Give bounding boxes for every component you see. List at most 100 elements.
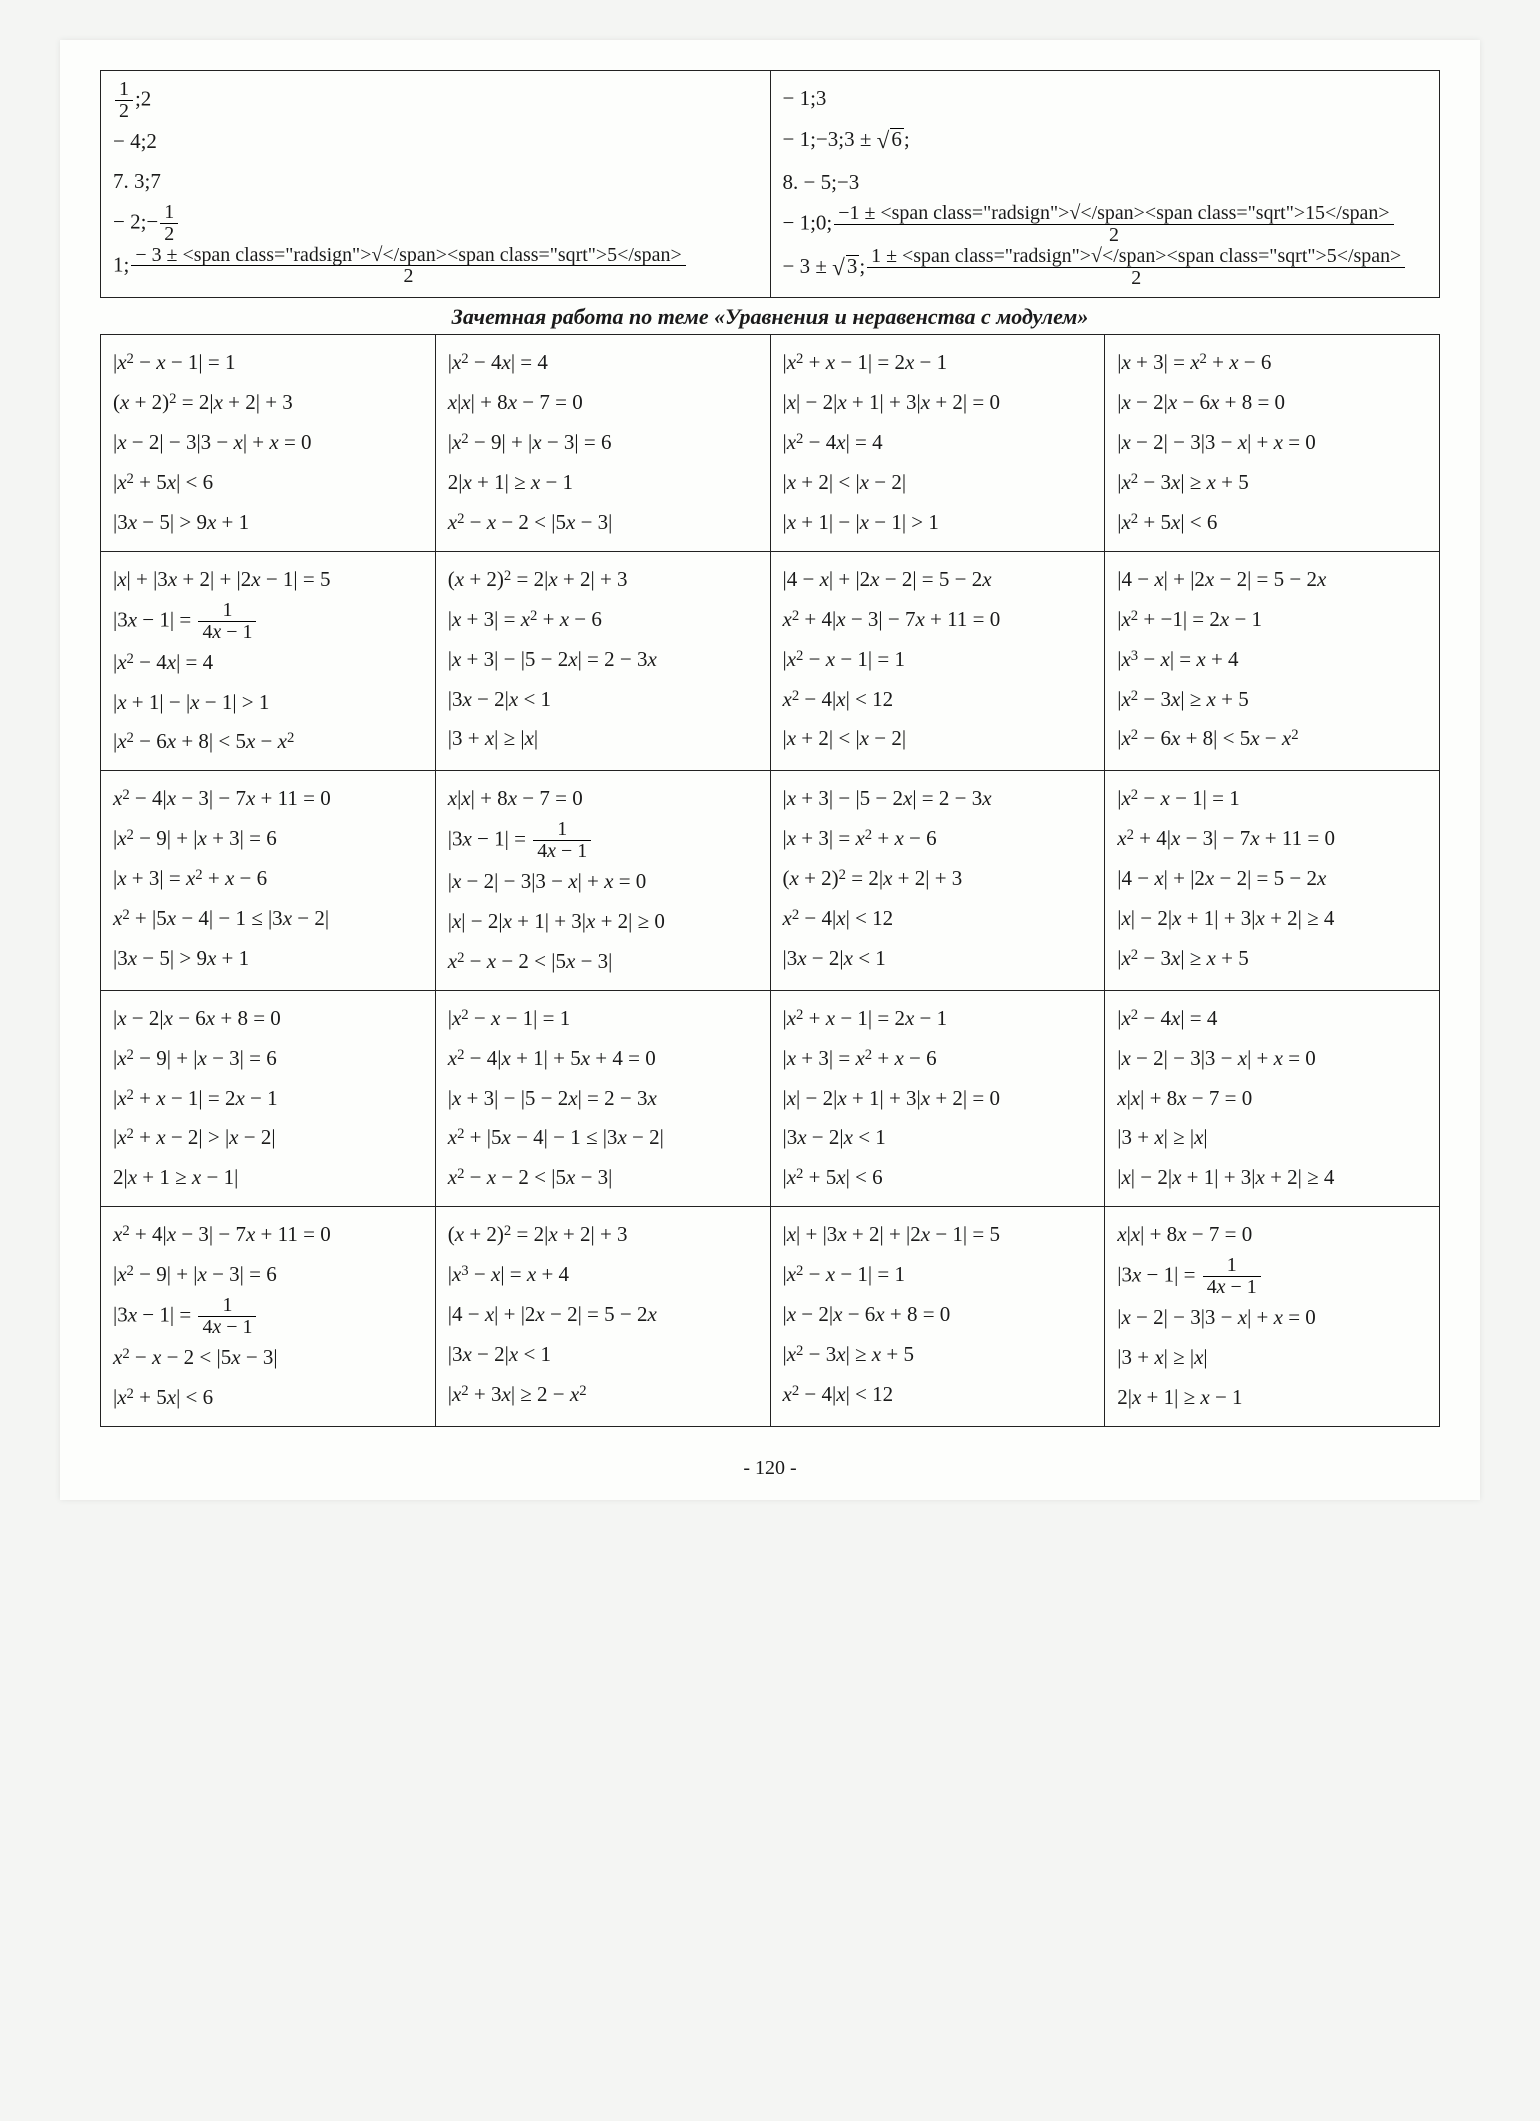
- equation: |x − 2| − 3|3 − x| + x = 0: [1117, 1039, 1427, 1079]
- equation: |3 + x| ≥ |x|: [448, 719, 758, 759]
- equation: |x + 3| − |5 − 2x| = 2 − 3x: [448, 1079, 758, 1119]
- problems-cell: (x + 2)2 = 2|x + 2| + 3|x3 − x| = x + 4|…: [435, 1207, 770, 1426]
- equation: |x + 3| − |5 − 2x| = 2 − 3x: [783, 779, 1093, 819]
- equation: |x − 2|x − 6x + 8 = 0: [1117, 383, 1427, 423]
- equation: (x + 2)2 = 2|x + 2| + 3: [113, 383, 423, 423]
- equation: |x2 + 5x| < 6: [783, 1158, 1093, 1198]
- equation: x2 + 4|x − 3| − 7x + 11 = 0: [783, 600, 1093, 640]
- problems-cell: |x2 − x − 1| = 1(x + 2)2 = 2|x + 2| + 3|…: [101, 335, 436, 551]
- answers-left-cell: 12;2− 4;27. 3;7− 2;−121;− 3 ± <span clas…: [101, 71, 771, 298]
- problems-cell: x|x| + 8x − 7 = 0|3x − 1| = 14x − 1|x − …: [435, 771, 770, 990]
- problems-cell: |x + 3| − |5 − 2x| = 2 − 3x|x + 3| = x2 …: [770, 771, 1105, 990]
- equation: |x3 − x| = x + 4: [448, 1255, 758, 1295]
- equation: |x2 − 3x| ≥ x + 5: [783, 1335, 1093, 1375]
- equation: x2 + 4|x − 3| − 7x + 11 = 0: [1117, 819, 1427, 859]
- equation: x2 − 4|x| < 12: [783, 680, 1093, 720]
- answer-line: − 1;0;−1 ± <span class="radsign">√</span…: [783, 203, 1428, 246]
- equation: |x| − 2|x + 1| + 3|x + 2| ≥ 4: [1117, 899, 1427, 939]
- equation: |x + 1| − |x − 1| > 1: [783, 503, 1093, 543]
- equation: |3 + x| ≥ |x|: [1117, 1338, 1427, 1378]
- answers-table: 12;2− 4;27. 3;7− 2;−121;− 3 ± <span clas…: [100, 70, 1440, 298]
- equation: |x| + |3x + 2| + |2x − 1| = 5: [113, 560, 423, 600]
- equation: |3x − 2|x < 1: [783, 1118, 1093, 1158]
- equation: |x + 3| − |5 − 2x| = 2 − 3x: [448, 640, 758, 680]
- problems-cell: |x + 3| = x2 + x − 6|x − 2|x − 6x + 8 = …: [1105, 335, 1440, 551]
- problems-cell: |4 − x| + |2x − 2| = 5 − 2xx2 + 4|x − 3|…: [770, 551, 1105, 770]
- equation: x2 − x − 2 < |5x − 3|: [448, 503, 758, 543]
- table-row: x2 − 4|x − 3| − 7x + 11 = 0|x2 − 9| + |x…: [101, 771, 1440, 990]
- equation: |x2 − 9| + |x − 3| = 6: [448, 423, 758, 463]
- equation: |x + 3| = x2 + x − 6: [783, 1039, 1093, 1079]
- equation: x|x| + 8x − 7 = 0: [448, 779, 758, 819]
- problems-cell: |x2 − x − 1| = 1x2 − 4|x + 1| + 5x + 4 =…: [435, 990, 770, 1206]
- equation: |x2 + 5x| < 6: [113, 1378, 423, 1418]
- equation: |x| + |3x + 2| + |2x − 1| = 5: [783, 1215, 1093, 1255]
- problems-cell: x|x| + 8x − 7 = 0|3x − 1| = 14x − 1|x − …: [1105, 1207, 1440, 1426]
- equation: |x2 − 3x| ≥ x + 5: [1117, 939, 1427, 979]
- equation: |x2 + x − 2| > |x − 2|: [113, 1118, 423, 1158]
- equation: (x + 2)2 = 2|x + 2| + 3: [783, 859, 1093, 899]
- equation: |3x − 2|x < 1: [783, 939, 1093, 979]
- equation: |x2 − 4x| = 4: [113, 643, 423, 683]
- equation: |x2 + x − 1| = 2x − 1: [783, 343, 1093, 383]
- equation: |x + 3| = x2 + x − 6: [113, 859, 423, 899]
- problems-cell: |x2 + x − 1| = 2x − 1|x + 3| = x2 + x − …: [770, 990, 1105, 1206]
- equation: |3x − 1| = 14x − 1: [113, 1295, 423, 1338]
- equation: |x + 3| = x2 + x − 6: [1117, 343, 1427, 383]
- equation: x2 + |5x − 4| − 1 ≤ |3x − 2|: [448, 1118, 758, 1158]
- table-row: x2 + 4|x − 3| − 7x + 11 = 0|x2 − 9| + |x…: [101, 1207, 1440, 1426]
- equation: |4 − x| + |2x − 2| = 5 − 2x: [783, 560, 1093, 600]
- answer-line: − 2;−12: [113, 202, 758, 245]
- equation: |x2 + 5x| < 6: [1117, 503, 1427, 543]
- equation: |x| − 2|x + 1| + 3|x + 2| = 0: [783, 383, 1093, 423]
- equation: |x2 + −1| = 2x − 1: [1117, 600, 1427, 640]
- equation: |x − 2| − 3|3 − x| + x = 0: [448, 862, 758, 902]
- equation: |x2 − 9| + |x − 3| = 6: [113, 1039, 423, 1079]
- equation: x2 − x − 2 < |5x − 3|: [448, 1158, 758, 1198]
- equation: |x2 − 9| + |x − 3| = 6: [113, 1255, 423, 1295]
- equation: |x2 + x − 1| = 2x − 1: [783, 999, 1093, 1039]
- equation: |x2 − 6x + 8| < 5x − x2: [113, 722, 423, 762]
- equation: |x2 − x − 1| = 1: [448, 999, 758, 1039]
- answer-line: 12;2: [113, 79, 758, 122]
- equation: |x2 − 9| + |x + 3| = 6: [113, 819, 423, 859]
- equation: |x| − 2|x + 1| + 3|x + 2| ≥ 4: [1117, 1158, 1427, 1198]
- problems-cell: |x2 − x − 1| = 1x2 + 4|x − 3| − 7x + 11 …: [1105, 771, 1440, 990]
- equation: |x| − 2|x + 1| + 3|x + 2| = 0: [783, 1079, 1093, 1119]
- equation: |x + 3| = x2 + x − 6: [783, 819, 1093, 859]
- answer-line: 8. − 5;−3: [783, 163, 1428, 203]
- equation: |3x − 2|x < 1: [448, 680, 758, 720]
- equation: 2|x + 1| ≥ x − 1: [1117, 1378, 1427, 1418]
- equation: |x2 − x − 1| = 1: [783, 1255, 1093, 1295]
- problems-cell: |x2 − 4x| = 4|x − 2| − 3|3 − x| + x = 0x…: [1105, 990, 1440, 1206]
- equation: |x − 2|x − 6x + 8 = 0: [783, 1295, 1093, 1335]
- equation: |x − 2|x − 6x + 8 = 0: [113, 999, 423, 1039]
- equation: |x + 2| < |x − 2|: [783, 719, 1093, 759]
- answer-line: − 3 ± √3;1 ± <span class="radsign">√</sp…: [783, 246, 1428, 290]
- equation: |x − 2| − 3|3 − x| + x = 0: [113, 423, 423, 463]
- problems-cell: |x − 2|x − 6x + 8 = 0|x2 − 9| + |x − 3| …: [101, 990, 436, 1206]
- answer-line: − 1;−3;3 ± √6;: [783, 119, 1428, 163]
- answer-line: − 4;2: [113, 122, 758, 162]
- answer-line: 7. 3;7: [113, 162, 758, 202]
- equation: 2|x + 1| ≥ x − 1: [448, 463, 758, 503]
- equation: |3x − 5| > 9x + 1: [113, 503, 423, 543]
- section-title: Зачетная работа по теме «Уравнения и нер…: [100, 304, 1440, 330]
- equation: x2 − 4|x + 1| + 5x + 4 = 0: [448, 1039, 758, 1079]
- answer-line: − 1;3: [783, 79, 1428, 119]
- equation: |3x − 5| > 9x + 1: [113, 939, 423, 979]
- equation: |x2 + 3x| ≥ 2 − x2: [448, 1375, 758, 1415]
- equation: |x2 + 5x| < 6: [113, 463, 423, 503]
- equation: x|x| + 8x − 7 = 0: [1117, 1215, 1427, 1255]
- equation: |x2 + x − 1| = 2x − 1: [113, 1079, 423, 1119]
- equation: |3x − 2|x < 1: [448, 1335, 758, 1375]
- problems-cell: x2 + 4|x − 3| − 7x + 11 = 0|x2 − 9| + |x…: [101, 1207, 436, 1426]
- equation: |x2 − x − 1| = 1: [783, 640, 1093, 680]
- equation: |3 + x| ≥ |x|: [1117, 1118, 1427, 1158]
- equation: x2 − 4|x| < 12: [783, 899, 1093, 939]
- equation: |4 − x| + |2x − 2| = 5 − 2x: [448, 1295, 758, 1335]
- equation: |4 − x| + |2x − 2| = 5 − 2x: [1117, 859, 1427, 899]
- answer-line: 1;− 3 ± <span class="radsign">√</span><s…: [113, 245, 758, 288]
- equation: |x + 3| = x2 + x − 6: [448, 600, 758, 640]
- equation: x2 − 4|x| < 12: [783, 1375, 1093, 1415]
